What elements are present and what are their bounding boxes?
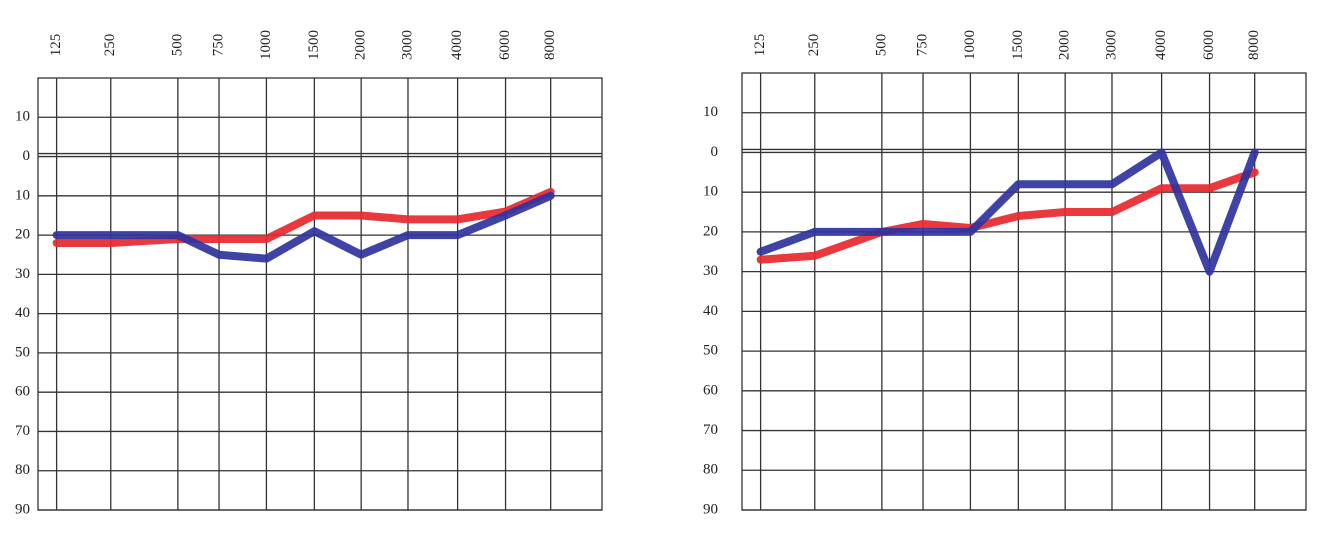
x-tick-label: 250 (102, 34, 118, 57)
x-tick-label: 2000 (353, 30, 369, 60)
y-tick-label: 0 (23, 148, 31, 164)
x-tick-label: 3000 (1103, 30, 1119, 60)
x-tick-label: 6000 (1201, 30, 1217, 60)
y-tick-label: 10 (15, 109, 30, 125)
y-tick-label: 10 (703, 184, 718, 200)
y-tick-label: 90 (15, 501, 30, 517)
y-tick-label: 20 (15, 227, 30, 243)
x-tick-label: 1500 (1010, 30, 1026, 60)
plot-frame (37, 77, 603, 511)
y-tick-label: 80 (15, 462, 30, 478)
series-line (756, 168, 1259, 264)
series-line (52, 191, 555, 263)
x-tick-label: 4000 (1153, 30, 1169, 60)
y-tick-label: 90 (703, 501, 718, 517)
x-tick-label: 1500 (306, 30, 322, 60)
x-tick-label: 2000 (1057, 30, 1073, 60)
y-tick-label: 30 (703, 263, 718, 279)
x-tick-label: 750 (914, 34, 930, 57)
x-tick-label: 500 (873, 34, 889, 57)
y-tick-label: 60 (703, 382, 718, 398)
y-tick-label: 0 (711, 144, 719, 160)
y-tick-label: 60 (15, 384, 30, 400)
x-tick-label: 500 (169, 34, 185, 57)
x-tick-label: 3000 (399, 30, 415, 60)
x-tick-label: 1000 (258, 30, 274, 60)
x-tick-label: 750 (210, 34, 226, 57)
y-tick-label: 70 (703, 422, 718, 438)
y-tick-label: 30 (15, 266, 30, 282)
y-tick-label: 40 (703, 303, 718, 319)
x-tick-label: 250 (806, 34, 822, 57)
y-tick-label: 70 (15, 423, 30, 439)
y-tick-label: 10 (703, 104, 718, 120)
series-line (52, 187, 555, 247)
y-tick-label: 40 (15, 305, 30, 321)
y-tick-label: 20 (703, 223, 718, 239)
plot-frame (741, 72, 1307, 511)
x-tick-label: 6000 (497, 30, 513, 60)
series-line (756, 148, 1259, 276)
x-tick-label: 8000 (1246, 30, 1262, 60)
y-tick-label: 50 (15, 344, 30, 360)
y-tick-label: 50 (703, 343, 718, 359)
y-tick-label: 10 (15, 187, 30, 203)
y-tick-label: 80 (703, 462, 718, 478)
x-tick-label: 4000 (449, 30, 465, 60)
x-tick-label: 125 (752, 34, 768, 57)
x-tick-label: 1000 (962, 30, 978, 60)
x-tick-label: 8000 (542, 30, 558, 60)
x-tick-label: 125 (48, 34, 64, 57)
